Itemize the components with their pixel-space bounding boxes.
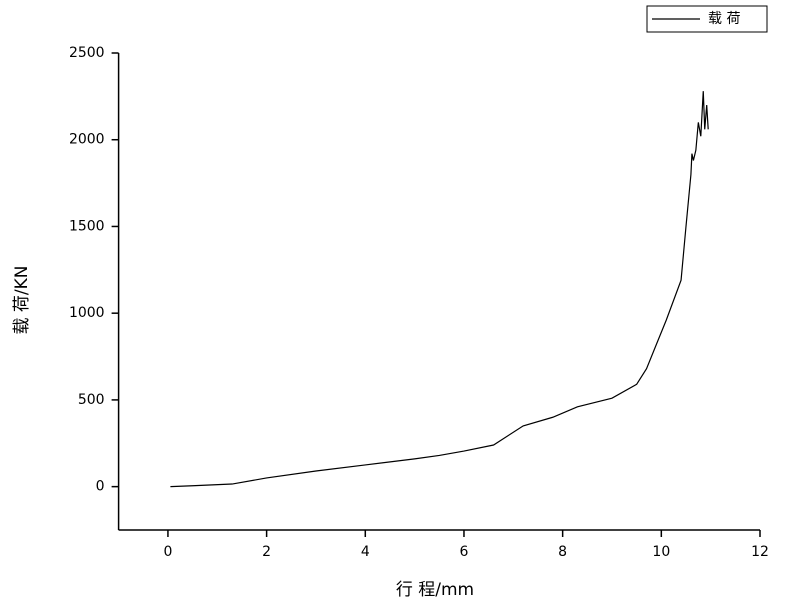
y-tick-label: 0: [96, 479, 105, 495]
y-axis-label: 载 荷/KN: [12, 266, 32, 335]
x-tick-label: 8: [558, 544, 567, 560]
x-tick-label: 6: [460, 544, 469, 560]
x-tick-label: 2: [262, 544, 271, 560]
x-tick-label: 0: [163, 544, 172, 560]
line: [170, 91, 709, 488]
y-tick-label: 500: [78, 392, 105, 408]
y-tick-label: 2000: [69, 132, 105, 148]
x-tick-label: 4: [361, 544, 370, 560]
y-tick-label: 1000: [69, 305, 105, 321]
x-tick-label: 12: [751, 544, 769, 560]
x-tick-label: 10: [652, 544, 670, 560]
legend-label: 载 荷: [708, 11, 740, 27]
y-tick-label: 2500: [69, 45, 105, 61]
y-tick-label: 1500: [69, 218, 105, 234]
x-axis-label: 行 程/mm: [396, 580, 474, 600]
